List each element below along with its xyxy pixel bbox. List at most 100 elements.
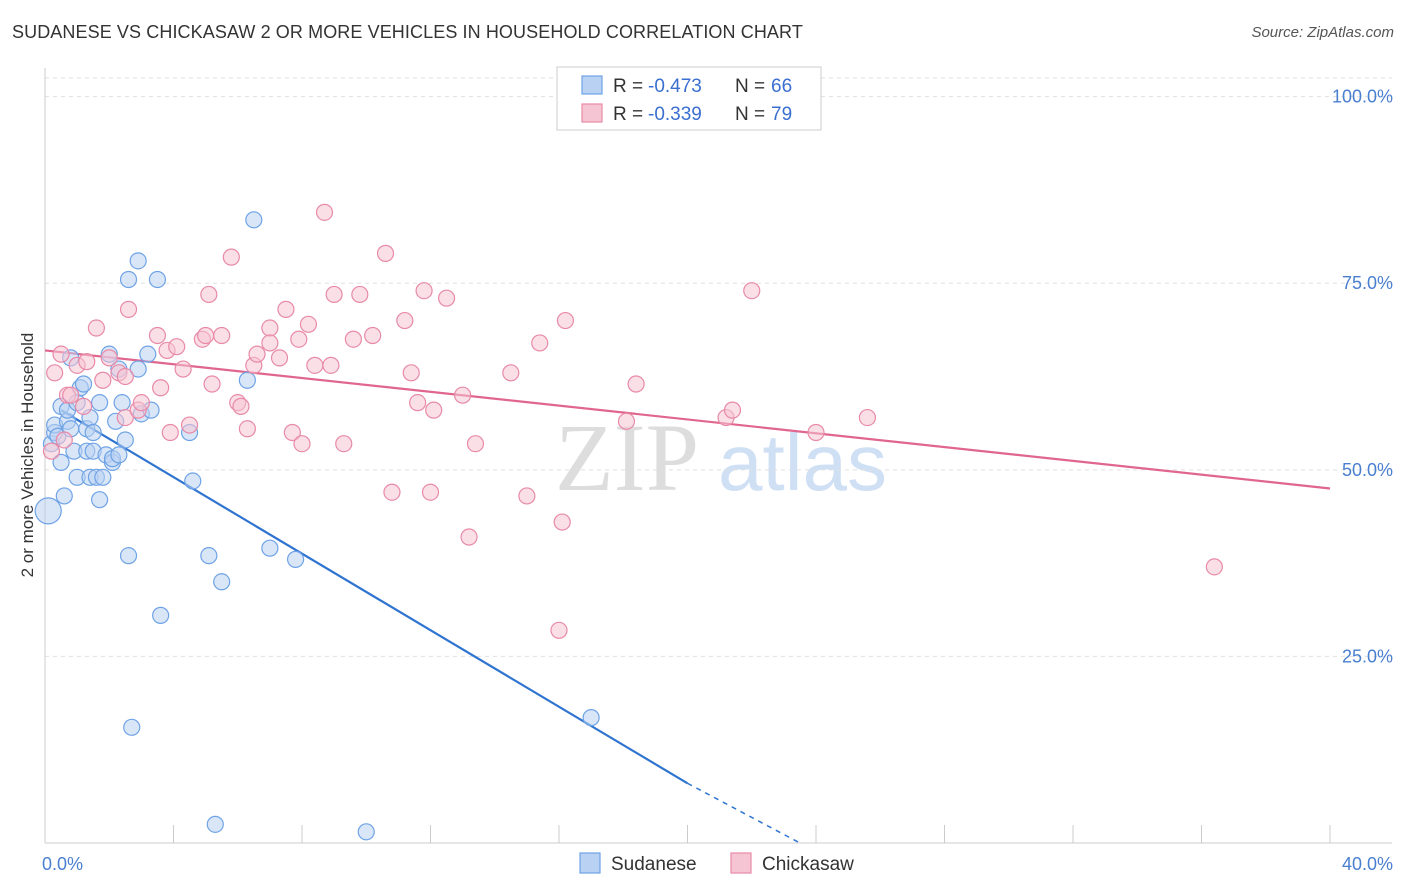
point-chickasaw-7 xyxy=(74,397,93,415)
series-sudanese xyxy=(34,211,600,841)
point-sudanese-36 xyxy=(119,547,138,565)
x-tick-label-40: 40.0% xyxy=(1342,854,1393,874)
point-chickasaw-22 xyxy=(168,338,186,356)
point-chickasaw-50 xyxy=(351,285,369,304)
point-chickasaw-75 xyxy=(807,423,825,442)
point-chickasaw-32 xyxy=(232,397,250,415)
point-sudanese-55 xyxy=(357,823,375,841)
source-label: Source: ZipAtlas.com xyxy=(1251,24,1394,41)
point-chickasaw-63 xyxy=(466,435,485,453)
point-chickasaw-23 xyxy=(174,360,192,378)
point-sudanese-32 xyxy=(110,446,128,464)
point-sudanese-7 xyxy=(55,487,73,505)
point-sudanese-42 xyxy=(139,345,157,363)
legend-r-value-sudanese: -0.473 xyxy=(648,76,702,97)
point-sudanese-50 xyxy=(213,573,231,591)
y-tick-label-100: 100.0% xyxy=(1332,87,1393,107)
point-chickasaw-29 xyxy=(213,326,231,345)
point-chickasaw-0 xyxy=(42,442,61,460)
point-chickasaw-43 xyxy=(299,315,318,333)
point-chickasaw-44 xyxy=(306,356,324,374)
point-sudanese-48 xyxy=(200,547,218,565)
bottom-legend-swatch-sudanese xyxy=(579,852,601,874)
point-chickasaw-40 xyxy=(283,423,301,442)
bottom-legend-label-chickasaw: Chickasaw xyxy=(762,854,854,875)
legend-n-value-chickasaw: 79 xyxy=(771,104,792,125)
chart-title: SUDANESE VS CHICKASAW 2 OR MORE VEHICLES… xyxy=(12,22,803,42)
correlation-legend: R = -0.473 N = 66 R = -0.339 N = 79 xyxy=(556,66,822,131)
point-chickasaw-60 xyxy=(437,289,456,307)
point-sudanese-25 xyxy=(91,394,109,412)
point-chickasaw-36 xyxy=(261,319,279,337)
point-chickasaw-33 xyxy=(238,420,256,438)
point-chickasaw-54 xyxy=(396,311,414,330)
point-sudanese-21 xyxy=(84,423,102,442)
point-sudanese-51 xyxy=(238,371,256,389)
point-chickasaw-38 xyxy=(270,349,289,367)
point-chickasaw-39 xyxy=(277,300,295,318)
point-chickasaw-64 xyxy=(502,364,520,382)
legend-swatch-sudanese xyxy=(581,75,603,95)
point-chickasaw-65 xyxy=(518,487,536,505)
point-chickasaw-11 xyxy=(100,349,118,367)
tick-labels: 25.0% 50.0% 75.0% 100.0% 0.0% 40.0% xyxy=(42,87,1393,874)
point-chickasaw-37 xyxy=(261,334,279,352)
trend-line-sudanese xyxy=(60,409,689,785)
legend-n-value-sudanese: 66 xyxy=(771,76,792,97)
point-chickasaw-2 xyxy=(52,345,70,363)
point-chickasaw-62 xyxy=(460,528,478,546)
point-sudanese-54 xyxy=(286,550,305,568)
point-chickasaw-5 xyxy=(62,386,80,404)
point-chickasaw-73 xyxy=(723,401,742,419)
point-sudanese-26 xyxy=(94,468,112,486)
bottom-legend-label-sudanese: Sudanese xyxy=(611,854,697,875)
point-sudanese-49 xyxy=(206,815,224,833)
series-chickasaw xyxy=(42,203,1223,639)
point-chickasaw-57 xyxy=(415,282,433,300)
bottom-legend-swatch-chickasaw xyxy=(730,852,752,874)
point-chickasaw-19 xyxy=(152,379,170,397)
y-tick-label-75: 75.0% xyxy=(1342,273,1393,293)
x-tick-label-0: 0.0% xyxy=(42,854,83,874)
y-axis-label: 2 or more Vehicles in Household xyxy=(18,333,37,578)
series-legend: Sudanese Chickasaw xyxy=(579,852,854,875)
point-chickasaw-68 xyxy=(553,513,571,531)
point-sudanese-52 xyxy=(245,211,263,229)
point-chickasaw-15 xyxy=(119,300,138,318)
point-chickasaw-49 xyxy=(344,330,362,348)
point-chickasaw-52 xyxy=(376,244,395,262)
point-chickasaw-17 xyxy=(132,394,150,412)
legend-r-label-sudanese: R = xyxy=(613,76,643,97)
point-chickasaw-30 xyxy=(222,248,240,266)
point-chickasaw-51 xyxy=(364,326,382,345)
point-chickasaw-58 xyxy=(421,483,440,501)
point-sudanese-53 xyxy=(261,539,279,557)
point-sudanese-44 xyxy=(148,270,167,289)
point-chickasaw-1 xyxy=(46,364,64,382)
point-chickasaw-74 xyxy=(743,282,761,300)
point-chickasaw-13 xyxy=(116,367,134,386)
point-sudanese-24 xyxy=(91,491,109,509)
point-chickasaw-28 xyxy=(203,375,221,393)
point-sudanese-34 xyxy=(113,394,131,412)
point-chickasaw-76 xyxy=(858,408,877,427)
point-chickasaw-53 xyxy=(383,483,401,501)
point-chickasaw-42 xyxy=(293,435,311,453)
point-chickasaw-66 xyxy=(531,334,549,352)
point-sudanese-56 xyxy=(582,709,600,727)
point-chickasaw-21 xyxy=(161,423,179,442)
point-chickasaw-56 xyxy=(409,394,427,412)
legend-swatch-chickasaw xyxy=(581,103,603,123)
point-chickasaw-27 xyxy=(200,285,218,304)
point-chickasaw-14 xyxy=(116,408,134,427)
legend-r-label-chickasaw: R = xyxy=(613,104,643,125)
point-chickasaw-55 xyxy=(402,364,420,382)
point-sudanese-16 xyxy=(74,375,93,393)
point-chickasaw-46 xyxy=(322,356,340,374)
point-chickasaw-48 xyxy=(335,435,353,453)
data-points xyxy=(34,203,1223,841)
point-chickasaw-69 xyxy=(556,311,575,330)
point-chickasaw-77 xyxy=(1205,558,1223,576)
point-sudanese-5 xyxy=(52,453,70,471)
